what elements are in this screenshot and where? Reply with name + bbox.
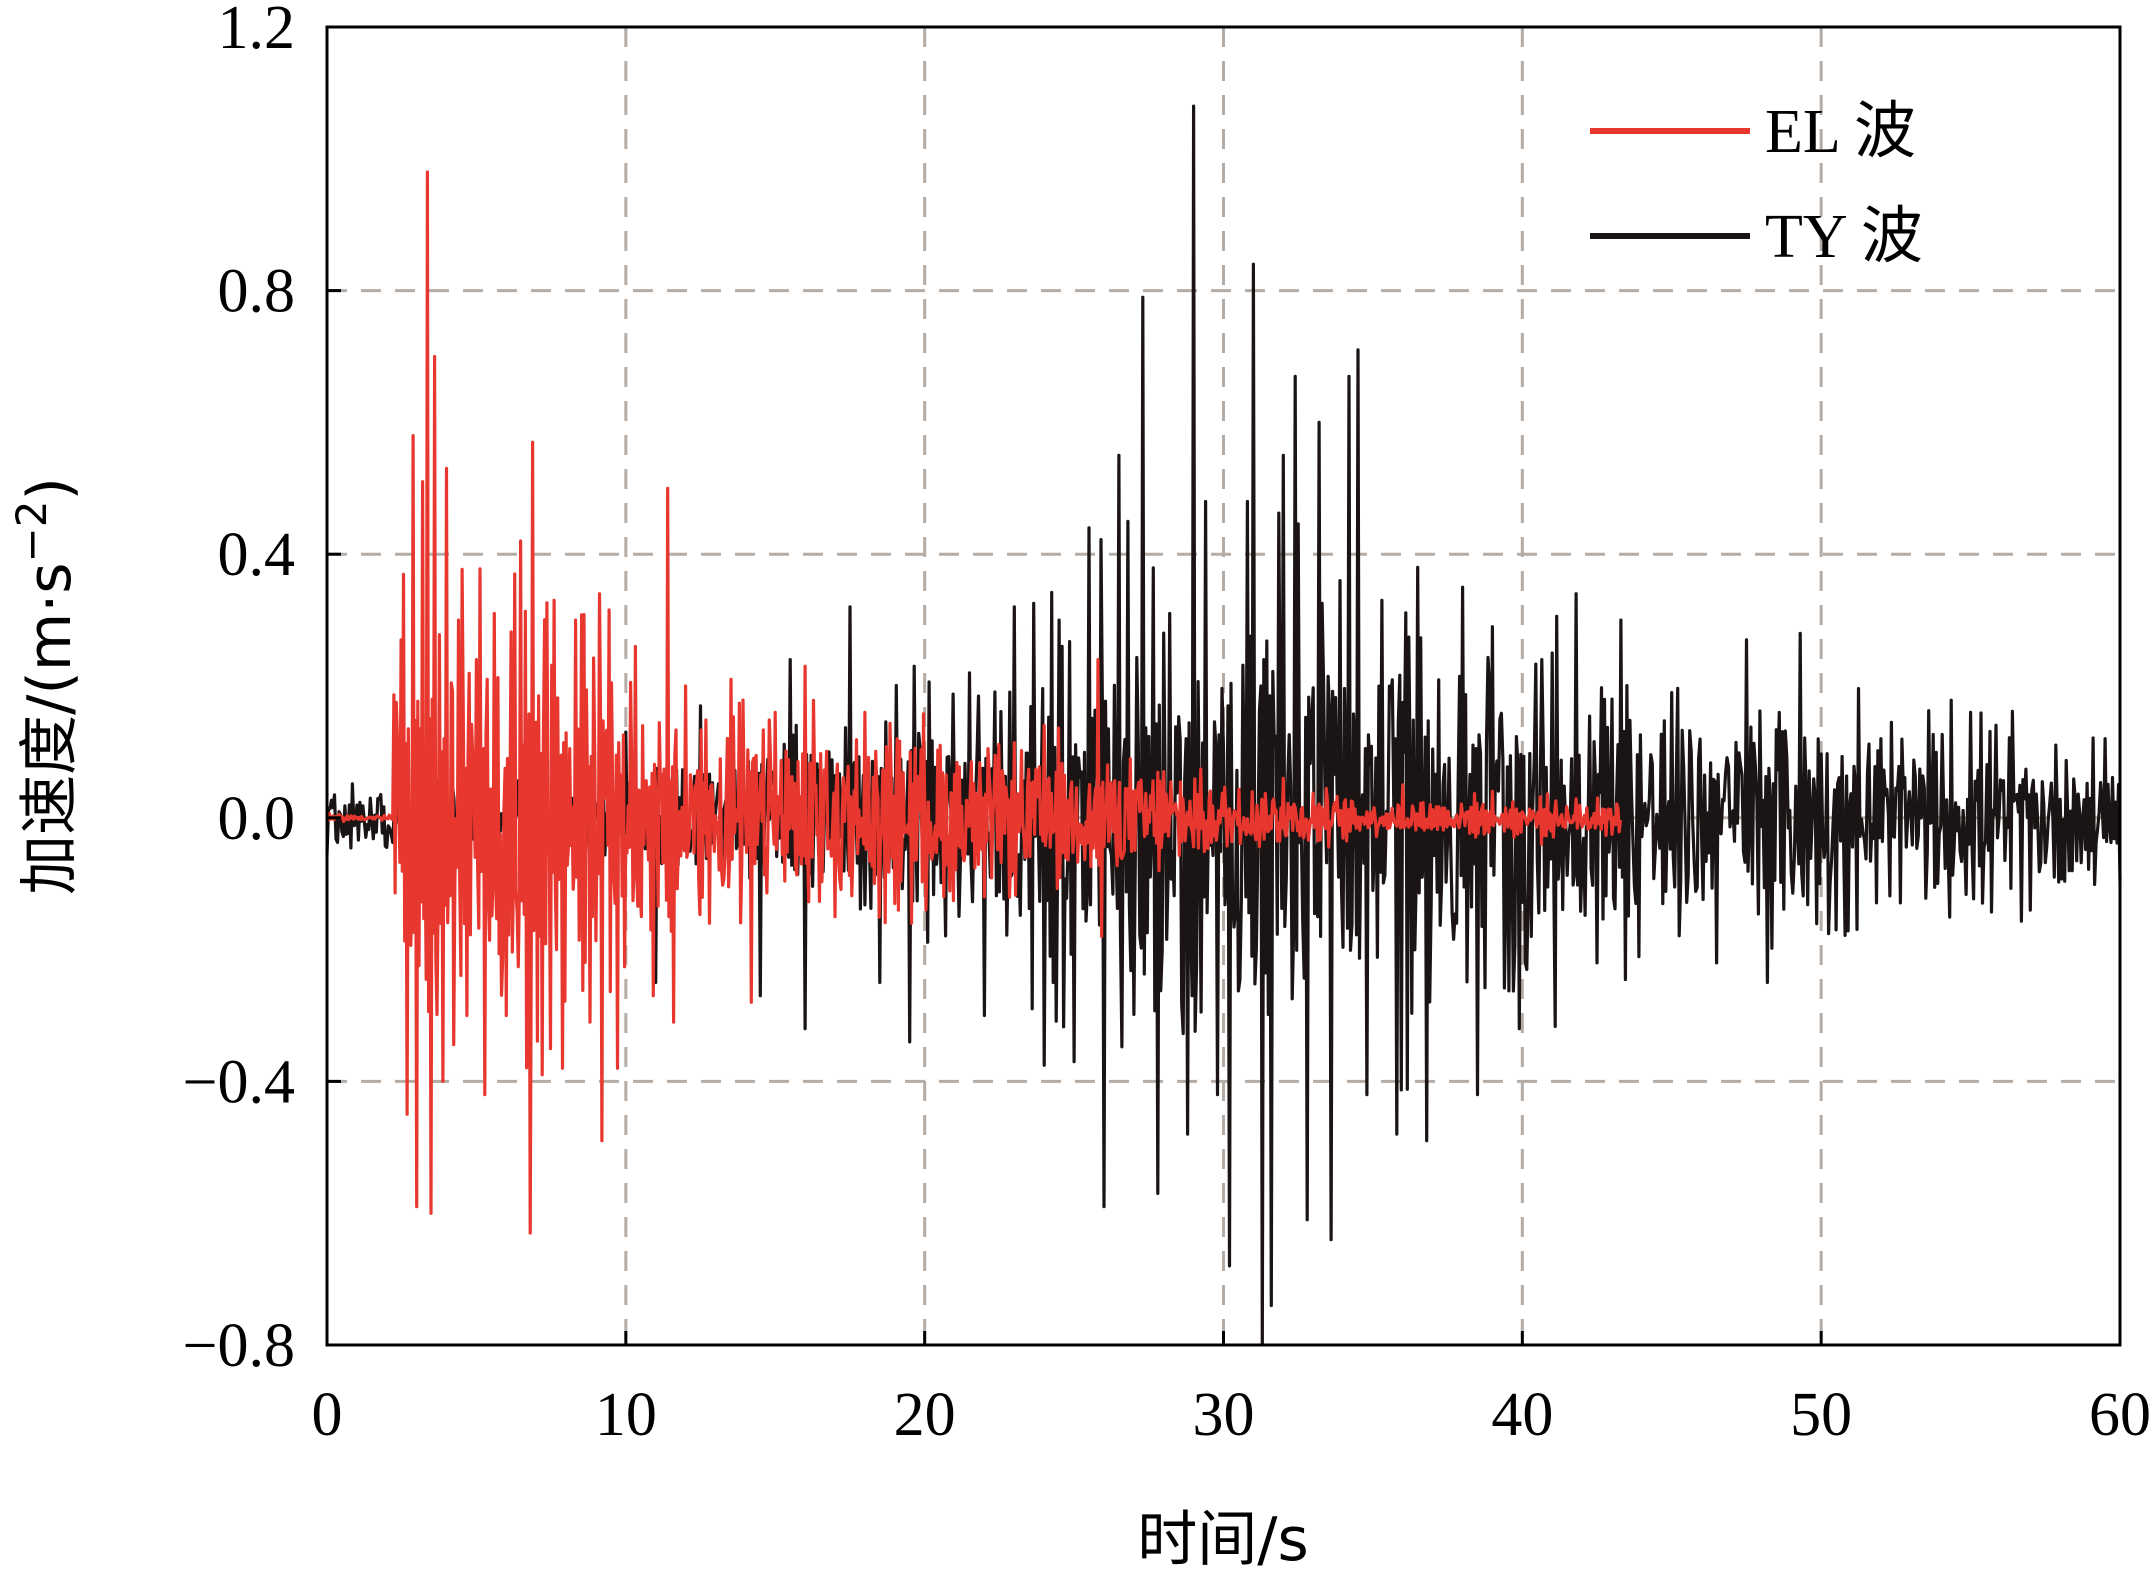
- y-axis-title: 加速度/(m·s−2): [7, 477, 86, 895]
- y-axis-title-close: ): [15, 477, 85, 500]
- x-tick-label: 60: [2089, 1381, 2151, 1449]
- x-axis-title: 时间/s: [1137, 1505, 1308, 1575]
- y-axis-title-main: 加速度/(m·s: [15, 562, 85, 894]
- y-axis-title-sup: −2: [7, 501, 56, 563]
- legend: EL 波 TY 波: [1590, 98, 1923, 271]
- axis-ticks: [325, 25, 2122, 1347]
- legend-label-ty: TY 波: [1765, 203, 1923, 271]
- y-tick-label: −0.8: [183, 1312, 295, 1380]
- x-tick-label: 20: [894, 1381, 956, 1449]
- x-tick-label: 0: [312, 1381, 343, 1449]
- y-tick-label: 1.2: [218, 0, 296, 62]
- series-line: [325, 104, 2122, 1347]
- y-tick-label: 0.8: [218, 258, 296, 326]
- series-line: [325, 170, 1622, 1235]
- y-tick-label: 0.0: [218, 785, 296, 853]
- x-tick-label: 10: [595, 1381, 657, 1449]
- x-tick-label: 40: [1491, 1381, 1553, 1449]
- series-layer: [325, 104, 2122, 1347]
- tick-labels: 0 10 20 30 40 50 60 −0.8 −0.4 0.0 0.4 0.8 1.2: [183, 0, 2151, 1449]
- x-tick-label: 50: [1790, 1381, 1852, 1449]
- legend-label-el: EL 波: [1765, 98, 1916, 166]
- x-tick-label: 30: [1193, 1381, 1255, 1449]
- y-tick-label: −0.4: [183, 1048, 295, 1116]
- y-tick-label: 0.4: [218, 521, 296, 589]
